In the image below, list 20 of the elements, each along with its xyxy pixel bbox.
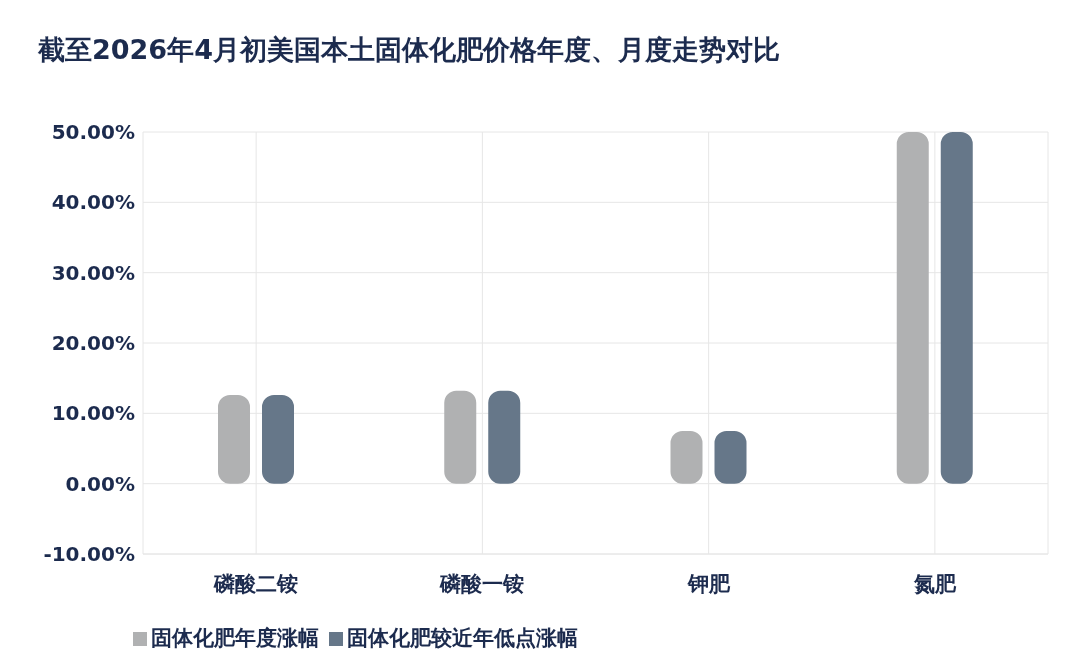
bar (262, 395, 294, 484)
y-tick-label: 10.00% (51, 401, 135, 426)
bar (896, 132, 929, 484)
y-tick-label: 30.00% (51, 260, 135, 285)
x-tick-label: 氮肥 (912, 571, 957, 596)
x-tick-label: 磷酸二铵 (213, 571, 299, 596)
y-tick-label: -10.00% (43, 542, 135, 567)
legend-label: 固体化肥年度涨幅 (151, 626, 319, 650)
y-tick-label: 50.00% (51, 120, 135, 145)
legend-label: 固体化肥较近年低点涨幅 (347, 626, 578, 650)
y-tick-label: 40.00% (51, 190, 135, 215)
y-tick-label: 20.00% (51, 331, 135, 356)
bar (444, 390, 477, 484)
chart-title: 截至2026年4月初美国本土固体化肥价格年度、月度走势对比 (37, 33, 781, 67)
bar (940, 132, 973, 484)
bar (488, 390, 521, 484)
y-tick-label: 0.00% (65, 471, 135, 496)
x-tick-label: 磷酸一铵 (439, 571, 525, 596)
x-tick-label: 钾肥 (686, 571, 731, 596)
bar (218, 395, 250, 484)
